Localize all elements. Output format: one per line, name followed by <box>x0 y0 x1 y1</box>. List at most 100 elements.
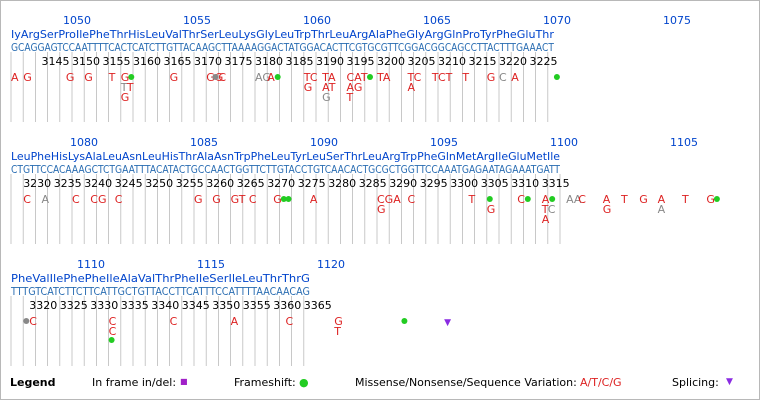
ruler-number: 3165 <box>164 55 192 68</box>
ruler-number: 3190 <box>316 55 344 68</box>
frameshift-icon <box>285 196 292 202</box>
legend-missense-bases: A/T/C/G <box>580 376 622 389</box>
codon-number: 1100 <box>550 136 578 149</box>
ruler-number: 3200 <box>377 55 405 68</box>
legend-frameshift-label: Frameshift: <box>234 376 296 389</box>
variation-base: C <box>23 193 31 206</box>
variation-base: C <box>72 193 80 206</box>
ruler-number: 3150 <box>72 55 100 68</box>
frameshift-icon <box>486 196 493 202</box>
ruler-number: 3235 <box>54 177 82 190</box>
variation-base: TC <box>407 71 422 84</box>
variation-base: CG <box>90 193 106 206</box>
ruler-number: 3210 <box>438 55 466 68</box>
variation-base: C <box>499 71 507 84</box>
ruler-number: 3330 <box>90 299 118 312</box>
variation-base: CGA <box>377 193 401 206</box>
codon-number: 1095 <box>430 136 458 149</box>
ruler-number: 3290 <box>389 177 417 190</box>
variation-base: C <box>109 325 117 338</box>
variation-base: G <box>706 193 715 206</box>
variation-base: G <box>377 203 386 216</box>
amino-acid-sequence: LeuPheHisLysAlaLeuAsnLeuHisThrAlaAsnTrpP… <box>11 150 560 163</box>
variation-base: C <box>548 203 556 216</box>
variation-base: G <box>170 71 179 84</box>
variation-base: G <box>23 71 32 84</box>
ruler-number: 3205 <box>408 55 436 68</box>
variation-base: AG <box>347 81 363 94</box>
variation-base: T <box>681 193 689 206</box>
legend-title: Legend <box>10 376 56 389</box>
codon-number: 1070 <box>543 14 571 27</box>
codon-number: 1075 <box>663 14 691 27</box>
variation-base: A <box>603 193 611 206</box>
ruler-number: 3300 <box>450 177 478 190</box>
variation-base: A <box>310 193 318 206</box>
nucleotide-sequence: TTTGTCATCTTCTTCATTGCTGTTACCTTCATTTCCATTT… <box>10 285 310 298</box>
variation-base: G <box>603 203 612 216</box>
ruler-number: 3260 <box>206 177 234 190</box>
variation-base: TCT <box>431 71 453 84</box>
variation-base: AA <box>566 193 582 206</box>
variation-base: GT <box>231 193 246 206</box>
ruler-number: 3355 <box>243 299 271 312</box>
ruler-number: 3195 <box>347 55 375 68</box>
variation-base: TA <box>376 71 391 84</box>
frameshift-icon <box>128 74 135 80</box>
variation-base: G <box>334 315 343 328</box>
ruler-number: 3320 <box>29 299 57 312</box>
variation-base: C <box>408 193 416 206</box>
variation-base: TC <box>303 71 318 84</box>
variation-base: G <box>84 71 93 84</box>
codon-number: 1050 <box>63 14 91 27</box>
variation-dot-icon <box>23 318 30 324</box>
variation-base: T <box>620 193 628 206</box>
ruler-number: 3340 <box>151 299 179 312</box>
codon-number: 1110 <box>77 258 105 271</box>
variation-dot-icon <box>212 74 219 80</box>
variation-base: C <box>517 193 525 206</box>
codon-number: 1105 <box>670 136 698 149</box>
variation-base: C <box>170 315 178 328</box>
frameshift-icon <box>274 74 281 80</box>
ruler-number: 3285 <box>359 177 387 190</box>
variation-base: AG <box>255 71 271 84</box>
variation-base: C <box>109 315 117 328</box>
ruler-number: 3365 <box>304 299 332 312</box>
variation-base: A <box>42 193 50 206</box>
ruler-number: 3335 <box>121 299 149 312</box>
ruler-number: 3185 <box>286 55 314 68</box>
ruler-number: 3270 <box>267 177 295 190</box>
variation-base: AT <box>322 81 336 94</box>
ruler-number: 3220 <box>499 55 527 68</box>
ruler-number: 3245 <box>115 177 143 190</box>
codon-number: 1055 <box>183 14 211 27</box>
variation-base: G <box>273 193 282 206</box>
ruler-number: 3180 <box>255 55 283 68</box>
ruler-number: 3250 <box>145 177 173 190</box>
variation-base: A <box>542 193 550 206</box>
ruler-number: 3170 <box>194 55 222 68</box>
frameshift-icon <box>549 196 556 202</box>
variation-base: G <box>212 193 221 206</box>
ruler-number: 3225 <box>530 55 558 68</box>
variation-base: G <box>121 71 130 84</box>
ruler-number: 3305 <box>481 177 509 190</box>
variation-base: T <box>461 71 469 84</box>
variation-base: T <box>468 193 476 206</box>
variation-base: A <box>542 213 550 226</box>
variation-base: C <box>578 193 586 206</box>
ruler-number: 3310 <box>511 177 539 190</box>
variation-base: TA <box>321 71 336 84</box>
ruler-number: 3175 <box>225 55 253 68</box>
variation-base: G <box>322 91 331 104</box>
codon-number: 1080 <box>70 136 98 149</box>
frameshift-icon <box>367 74 373 80</box>
variation-base: A <box>658 203 666 216</box>
nucleotide-sequence: CTGTTCCACAAAGCTCTGAATTTACATACTGCCAACTGGT… <box>11 163 560 176</box>
amino-acid-sequence: IyArgSerProIlePheThrHisLeuValThrSerLeuLy… <box>11 28 554 41</box>
variation-base: G <box>121 91 130 104</box>
variation-base: G <box>639 193 648 206</box>
legend-inframe-label: In frame in/del: <box>92 376 177 389</box>
frameshift-icon <box>108 337 115 343</box>
